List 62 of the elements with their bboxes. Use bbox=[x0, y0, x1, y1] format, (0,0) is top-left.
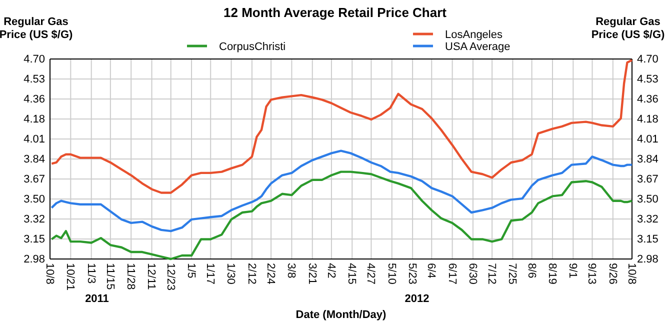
x-tick-label: 4/15 bbox=[346, 263, 358, 284]
x-tick-label: 6/4 bbox=[425, 263, 438, 278]
y2-tick-label: 3.50 bbox=[637, 194, 658, 206]
y-tick-label: 3.84 bbox=[24, 154, 45, 166]
x-tick-label: 7/25 bbox=[506, 263, 518, 284]
y-axis-title: Regular Gas Price (US $/G) bbox=[0, 16, 74, 41]
x-tick-label: 9/26 bbox=[606, 263, 618, 284]
x-tick-label: 6/30 bbox=[466, 263, 478, 284]
legend-label: CorpusChristi bbox=[219, 41, 286, 53]
y-tick-label: 3.32 bbox=[24, 214, 45, 226]
x-tick-label: 11/3 bbox=[84, 263, 97, 284]
y2-tick-label: 4.53 bbox=[637, 74, 658, 86]
x-tick-label: 1/17 bbox=[204, 263, 216, 284]
y2-tick-label: 3.67 bbox=[637, 174, 658, 186]
x-tick-label: 8/6 bbox=[525, 263, 538, 278]
x-tick-label: 10/21 bbox=[64, 263, 76, 291]
x-tick-label: 1/30 bbox=[224, 263, 237, 284]
legend-label: LosAngeles bbox=[445, 29, 503, 41]
y2-tick-label: 4.18 bbox=[637, 114, 658, 126]
x-tick-label: 6/17 bbox=[446, 263, 458, 284]
y2-tick-label: 3.84 bbox=[637, 154, 658, 166]
y2-tick-label: 4.36 bbox=[637, 94, 658, 106]
x-tick-label: 10/8 bbox=[625, 263, 638, 284]
x-tick-label: 12/11 bbox=[145, 263, 158, 290]
x-tick-label: 9/13 bbox=[586, 263, 598, 284]
x-axis-title: Date (Month/Day) bbox=[296, 309, 387, 321]
x-tick-label: 9/1 bbox=[566, 263, 579, 278]
line-series bbox=[50, 150, 634, 232]
x-tick-label: 8/19 bbox=[546, 263, 558, 284]
y2-tick-label: 4.01 bbox=[637, 134, 658, 146]
y-tick-label: 4.36 bbox=[24, 94, 45, 106]
x-tick-label: 2/24 bbox=[264, 263, 277, 284]
text: 2012 bbox=[404, 293, 430, 305]
x-tick-label: 12/23 bbox=[164, 263, 176, 291]
legend-label: USA Average bbox=[445, 41, 510, 53]
x-tick-label: 2/12 bbox=[245, 263, 258, 284]
text: 2011 bbox=[85, 293, 109, 305]
x-tick-label: 5/23 bbox=[406, 263, 418, 284]
chart-title: 12 Month Average Retail Price Chart bbox=[224, 5, 448, 20]
y2-tick-label: 3.32 bbox=[637, 214, 658, 226]
y-tick-label: 4.01 bbox=[24, 134, 45, 146]
y2-axis-title: Regular Gas Price (US $/G) bbox=[591, 16, 666, 41]
x-tick-label: 3/21 bbox=[306, 263, 318, 284]
x-tick-label: 7/12 bbox=[486, 263, 498, 284]
y2-tick-label: 2.98 bbox=[637, 254, 658, 266]
y-tick-label: 4.18 bbox=[24, 114, 45, 126]
x-tick-label: 1/5 bbox=[185, 263, 198, 278]
y-tick-label: 4.53 bbox=[24, 74, 45, 86]
y2-tick-label: 3.15 bbox=[637, 234, 658, 246]
x-tick-label: 11/28 bbox=[124, 263, 137, 290]
x-tick-label: 3/8 bbox=[285, 263, 298, 278]
y-tick-label: 3.67 bbox=[24, 174, 45, 186]
x-tick-label: 5/10 bbox=[385, 263, 398, 284]
y2-tick-label: 4.70 bbox=[637, 54, 658, 66]
x-tick-label: 10/8 bbox=[43, 263, 56, 284]
y-tick-label: 4.70 bbox=[24, 54, 45, 66]
x-tick-label: 4/27 bbox=[364, 263, 377, 284]
y-tick-label: 2.98 bbox=[24, 254, 45, 266]
x-tick-label: 11/15 bbox=[104, 263, 116, 290]
y-tick-label: 3.15 bbox=[24, 234, 45, 246]
y-tick-label: 3.50 bbox=[24, 194, 45, 206]
x-tick-label: 4/2 bbox=[324, 263, 337, 278]
